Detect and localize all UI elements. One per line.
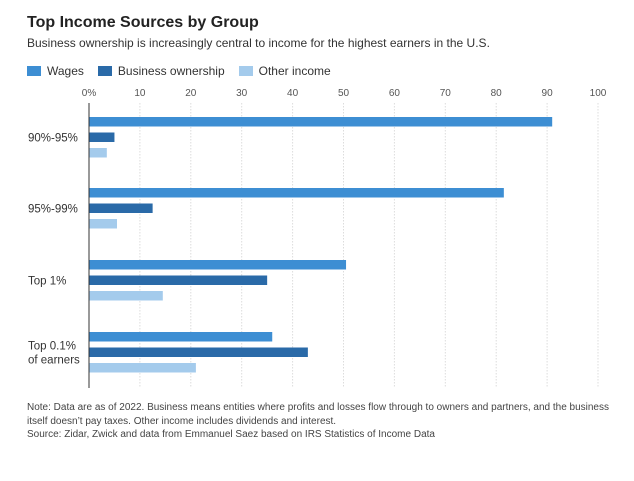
category-label: 95%-99% bbox=[28, 203, 78, 215]
bar-business-ownership bbox=[89, 132, 115, 142]
x-tick-label: 0% bbox=[82, 88, 97, 99]
bar-chart: 0% 10 20 30 40 50 60 70 80 90 100 90%-95% 95%-99% Top… bbox=[28, 88, 607, 388]
bar-other-income bbox=[89, 363, 196, 373]
bar-other-income bbox=[89, 219, 117, 229]
category-label: 90%-95% bbox=[28, 132, 78, 144]
chart-subtitle: Business ownership is increasingly centr… bbox=[27, 36, 490, 50]
category-label: of earners bbox=[28, 354, 80, 366]
x-tick-label: 50 bbox=[338, 88, 350, 99]
bar-wages bbox=[89, 117, 553, 127]
category-label: Top 1% bbox=[28, 275, 66, 287]
chart-footnote: Note: Data are as of 2022. Business mean… bbox=[27, 401, 617, 442]
x-tick-label: 100 bbox=[590, 88, 607, 99]
x-tick-label: 90 bbox=[542, 88, 554, 99]
legend-label: Other income bbox=[258, 64, 331, 78]
category-label: Top 0.1% bbox=[28, 340, 76, 352]
chart-title: Top Income Sources by Group bbox=[27, 14, 259, 31]
bar-wages bbox=[89, 188, 504, 198]
legend-item: Business ownership bbox=[97, 64, 225, 78]
note-text: Note: Data are as of 2022. Business mean… bbox=[27, 402, 609, 427]
legend-swatch bbox=[27, 66, 41, 76]
bar-other-income bbox=[89, 148, 107, 158]
x-tick-label: 40 bbox=[287, 88, 299, 99]
legend-swatch bbox=[238, 66, 253, 76]
x-tick-label: 60 bbox=[389, 88, 401, 99]
x-tick-label: 30 bbox=[236, 88, 248, 99]
legend-swatch bbox=[97, 66, 112, 76]
legend-label: Wages bbox=[47, 64, 84, 78]
bar-business-ownership bbox=[89, 347, 308, 357]
bar-business-ownership bbox=[89, 275, 268, 285]
bar-wages bbox=[89, 260, 347, 270]
bar-other-income bbox=[89, 291, 163, 301]
legend-label: Business ownership bbox=[117, 64, 225, 78]
x-tick-label: 20 bbox=[185, 88, 197, 99]
legend-item: Wages bbox=[27, 64, 84, 78]
x-tick-label: 80 bbox=[491, 88, 503, 99]
x-tick-label: 70 bbox=[440, 88, 452, 99]
x-tick-label: 10 bbox=[134, 88, 146, 99]
legend: Wages Business ownership Other income bbox=[27, 64, 345, 78]
source-text: Source: Zidar, Zwick and data from Emman… bbox=[27, 429, 435, 440]
bar-wages bbox=[89, 332, 273, 342]
legend-item: Other income bbox=[238, 64, 331, 78]
bar-business-ownership bbox=[89, 203, 153, 213]
